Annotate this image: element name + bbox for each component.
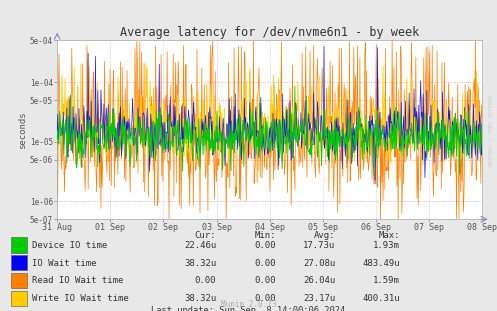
Text: 0.00: 0.00	[254, 276, 276, 285]
Text: 23.17u: 23.17u	[303, 294, 335, 303]
Text: 400.31u: 400.31u	[362, 294, 400, 303]
Text: Avg:: Avg:	[314, 231, 335, 240]
Text: Max:: Max:	[379, 231, 400, 240]
Text: 0.00: 0.00	[254, 294, 276, 303]
Text: 0.00: 0.00	[254, 241, 276, 250]
Text: 0.00: 0.00	[254, 259, 276, 268]
Bar	[11, 273, 27, 288]
Text: Cur:: Cur:	[195, 231, 216, 240]
Text: Write IO Wait time: Write IO Wait time	[32, 294, 129, 303]
Text: Device IO time: Device IO time	[32, 241, 107, 250]
Text: Read IO Wait time: Read IO Wait time	[32, 276, 124, 285]
Text: 38.32u: 38.32u	[184, 294, 216, 303]
Text: IO Wait time: IO Wait time	[32, 259, 97, 268]
Text: 38.32u: 38.32u	[184, 259, 216, 268]
Title: Average latency for /dev/nvme6n1 - by week: Average latency for /dev/nvme6n1 - by we…	[120, 26, 419, 39]
Bar	[11, 255, 27, 270]
Bar	[11, 237, 27, 253]
Text: 22.46u: 22.46u	[184, 241, 216, 250]
Text: 27.08u: 27.08u	[303, 259, 335, 268]
Text: 1.59m: 1.59m	[373, 276, 400, 285]
Text: RRDTOOL / TOBI OETIKER: RRDTOOL / TOBI OETIKER	[489, 95, 494, 166]
Text: 1.93m: 1.93m	[373, 241, 400, 250]
Text: 483.49u: 483.49u	[362, 259, 400, 268]
Text: 26.04u: 26.04u	[303, 276, 335, 285]
Text: Munin 2.0.73: Munin 2.0.73	[221, 300, 276, 309]
Y-axis label: seconds: seconds	[18, 111, 27, 149]
Bar	[11, 290, 27, 306]
Text: Last update: Sun Sep  8 14:00:06 2024: Last update: Sun Sep 8 14:00:06 2024	[152, 305, 345, 311]
Text: 17.73u: 17.73u	[303, 241, 335, 250]
Text: 0.00: 0.00	[195, 276, 216, 285]
Text: Min:: Min:	[254, 231, 276, 240]
